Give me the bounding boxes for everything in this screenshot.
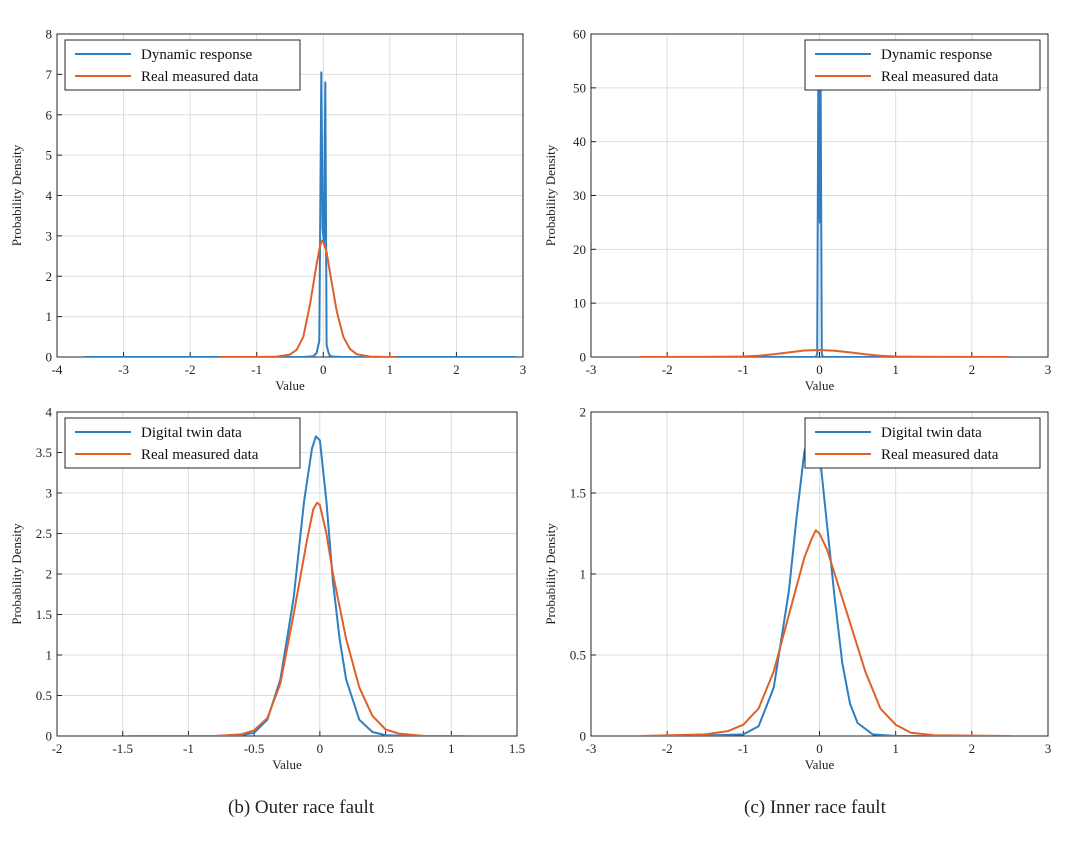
y-tick-label: 3 xyxy=(46,228,53,243)
series-line xyxy=(640,529,1010,736)
y-tick-label: 0 xyxy=(46,729,53,744)
x-tick-label: -2 xyxy=(185,362,196,377)
legend-label: Dynamic response xyxy=(881,47,993,63)
x-axis-label: Value xyxy=(805,378,835,393)
x-tick-label: -0.5 xyxy=(244,741,265,756)
caption-outer-race-fault: (b) Outer race fault xyxy=(228,797,375,818)
x-tick-label: -3 xyxy=(118,362,129,377)
legend-box xyxy=(804,39,1041,91)
y-tick-label: 0 xyxy=(580,350,587,365)
y-tick-label: 2 xyxy=(46,567,53,582)
y-tick-label: 10 xyxy=(573,296,586,311)
x-tick-label: 2 xyxy=(969,741,976,756)
x-tick-label: 2 xyxy=(969,362,976,377)
x-tick-label: 1 xyxy=(387,362,394,377)
chart-panel-3: -2 -1.5 -1 -0.5 0 0.5 1 1.5 0 0.5 1 1.5 2 2.5 3 3.5 4 Val… xyxy=(9,405,525,773)
chart-panel-2: -3 -2 -1 0 1 2 30102030405060ValueProbability … xyxy=(543,27,1051,394)
legend-box xyxy=(64,39,301,91)
y-tick-label: 2 xyxy=(580,405,587,420)
x-tick-label: -4 xyxy=(52,362,63,377)
y-tick-label: 3 xyxy=(46,486,53,501)
x-axis-label: Value xyxy=(275,378,305,393)
y-tick-label: 1.5 xyxy=(570,486,586,501)
legend: Dynamic response Real measured data xyxy=(64,39,301,91)
x-tick-label: 0 xyxy=(816,741,823,756)
x-tick-label: -1 xyxy=(738,741,749,756)
series-line xyxy=(220,239,397,357)
y-tick-label: 0 xyxy=(46,350,53,365)
y-tick-label: 6 xyxy=(46,107,53,122)
x-tick-label: 3 xyxy=(520,362,527,377)
y-tick-label: 2.5 xyxy=(36,526,52,541)
legend-box xyxy=(64,417,301,469)
x-tick-label: 3 xyxy=(1045,362,1052,377)
legend-label: Real measured data xyxy=(881,447,999,463)
x-tick-label: 1 xyxy=(448,741,455,756)
y-tick-label: 4 xyxy=(46,405,53,420)
legend: Digital twin data Real measured data xyxy=(804,417,1041,469)
legend-label: Real measured data xyxy=(141,447,259,463)
x-tick-label: 3 xyxy=(1045,741,1052,756)
y-tick-label: 50 xyxy=(573,80,586,95)
series-line xyxy=(129,501,465,736)
x-tick-label: -1 xyxy=(738,362,749,377)
y-axis-label: Probability Density xyxy=(543,523,558,625)
x-tick-label: -2 xyxy=(662,362,673,377)
legend: Dynamic response Real measured data xyxy=(804,39,1041,91)
x-tick-label: 0 xyxy=(317,741,324,756)
x-tick-label: 2 xyxy=(453,362,460,377)
y-tick-label: 20 xyxy=(573,242,586,257)
y-tick-label: 7 xyxy=(46,67,53,82)
legend-label: Dynamic response xyxy=(141,47,253,63)
y-tick-label: 3.5 xyxy=(36,445,52,460)
y-tick-label: 0.5 xyxy=(36,688,52,703)
x-tick-label: -2 xyxy=(662,741,673,756)
x-tick-label: 0 xyxy=(320,362,327,377)
y-tick-label: 0 xyxy=(580,729,587,744)
x-tick-label: 1.5 xyxy=(509,741,525,756)
y-tick-label: 5 xyxy=(46,148,53,163)
y-tick-label: 1.5 xyxy=(36,607,52,622)
y-axis-label: Probability Density xyxy=(543,144,558,246)
y-tick-label: 1 xyxy=(580,567,587,582)
x-tick-label: 0.5 xyxy=(377,741,393,756)
x-tick-label: 1 xyxy=(892,741,899,756)
x-axis-label: Value xyxy=(805,757,835,772)
x-tick-label: 1 xyxy=(892,362,899,377)
legend-label: Real measured data xyxy=(881,69,999,85)
x-axis-label: Value xyxy=(272,757,302,772)
legend-label: Digital twin data xyxy=(141,425,242,441)
series-line xyxy=(640,349,1010,357)
y-tick-label: 30 xyxy=(573,188,586,203)
x-tick-label: -3 xyxy=(586,741,597,756)
chart-panel-1: -4 -3 -2 -1 0 1 2 3 0 1 2 3 4 5 6 7 8 Value Probability De… xyxy=(9,27,526,394)
y-tick-label: 1 xyxy=(46,648,53,663)
legend: Digital twin data Real measured data xyxy=(64,417,301,469)
x-tick-label: -3 xyxy=(586,362,597,377)
y-tick-label: 60 xyxy=(573,27,586,42)
y-tick-label: 2 xyxy=(46,269,53,284)
x-tick-label: -2 xyxy=(52,741,63,756)
x-tick-label: -1 xyxy=(251,362,262,377)
y-tick-label: 0.5 xyxy=(570,648,586,663)
y-axis-label: Probability Density xyxy=(9,523,24,625)
caption-inner-race-fault: (c) Inner race fault xyxy=(744,797,886,818)
chart-panel-4: -3 -2 -1 0 1 2 3 0 0.5 1 1.5 2 Value Probability Dens… xyxy=(543,405,1051,773)
legend-label: Digital twin data xyxy=(881,425,982,441)
series-line xyxy=(640,57,1010,357)
series-line xyxy=(149,435,452,736)
y-tick-label: 1 xyxy=(46,309,53,324)
legend-label: Real measured data xyxy=(141,69,259,85)
x-tick-label: -1.5 xyxy=(112,741,133,756)
y-tick-label: 4 xyxy=(46,188,53,203)
x-tick-label: -1 xyxy=(183,741,194,756)
y-axis-label: Probability Density xyxy=(9,144,24,246)
x-tick-label: 0 xyxy=(816,362,823,377)
y-tick-label: 40 xyxy=(573,134,586,149)
legend-box xyxy=(804,417,1041,469)
y-tick-label: 8 xyxy=(46,27,53,42)
